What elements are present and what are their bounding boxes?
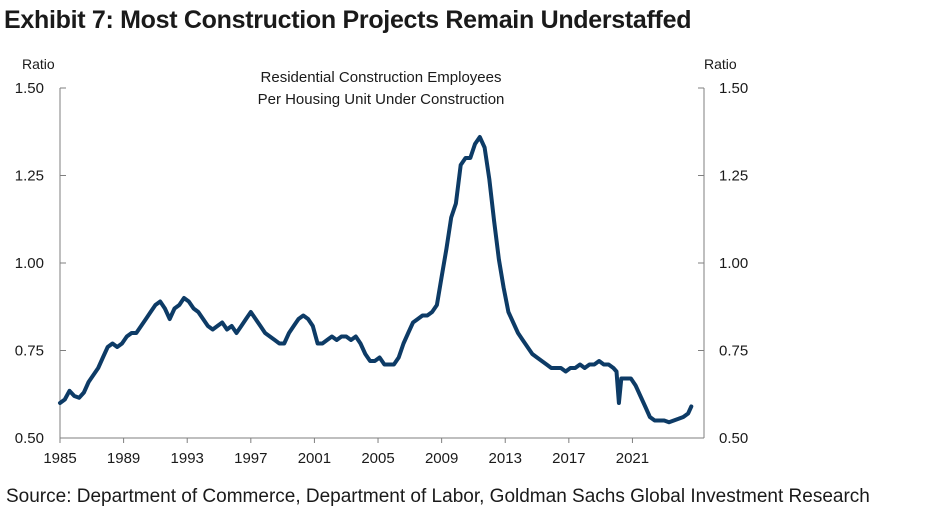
chart-title-line-1: Residential Construction Employees	[261, 69, 502, 86]
x-tick-label: 2005	[361, 450, 394, 467]
chart-series	[58, 135, 694, 425]
chart-tick-labels: 0.50 0.50 0.75 0.75 1.00 1.00 1.25 1.25 1.50 1.50…	[15, 80, 748, 467]
y-tick-label-left: 0.50	[15, 430, 44, 447]
chart-title-line-2: Per Housing Unit Under Construction	[258, 91, 505, 108]
x-tick-label: 1989	[107, 450, 140, 467]
source-note: Source: Department of Commerce, Departme…	[6, 486, 870, 507]
x-tick-label: 2001	[298, 450, 331, 467]
y-tick-label-right: 1.50	[719, 80, 748, 97]
y-tick-label-right: 0.50	[719, 430, 748, 447]
y-tick-label-left: 0.75	[15, 343, 44, 360]
y-tick-label-left: 1.25	[15, 168, 44, 185]
x-tick-label: 1993	[171, 450, 204, 467]
chart-axes	[59, 88, 705, 439]
y-tick-label-left: 1.00	[15, 255, 44, 272]
y-tick-label-right: 1.00	[719, 255, 748, 272]
chart-ticks	[59, 87, 704, 443]
y-tick-label-right: 1.25	[719, 168, 748, 185]
y-axis-label-left: Ratio	[22, 56, 55, 72]
y-tick-label-right: 0.75	[719, 343, 748, 360]
exhibit-title: Exhibit 7: Most Construction Projects Re…	[4, 6, 692, 34]
y-tick-label-left: 1.50	[15, 80, 44, 97]
x-tick-label: 2009	[425, 450, 458, 467]
y-axis-label-right: Ratio	[704, 56, 737, 72]
x-tick-label: 2013	[489, 450, 522, 467]
x-tick-label: 1985	[43, 450, 76, 467]
x-tick-label: 1997	[234, 450, 267, 467]
series-line	[58, 135, 694, 425]
x-tick-label: 2017	[552, 450, 585, 467]
x-tick-label: 2021	[616, 450, 649, 467]
